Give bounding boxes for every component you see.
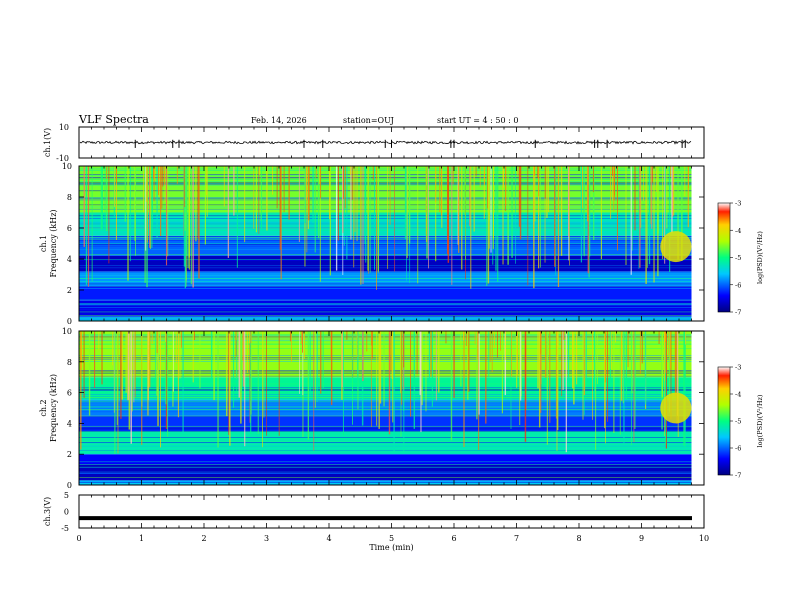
ch2-spectrogram-colorbar-tick-label: -6 — [735, 445, 741, 453]
ch1-spectrogram-colorbar-tick-label: -7 — [735, 309, 741, 317]
ch1-spectrogram-band — [79, 255, 692, 272]
ch1-spectrogram-colorbar — [717, 202, 731, 313]
x-tick-label: 0 — [76, 534, 81, 543]
ch1-spectrogram-band — [79, 271, 692, 287]
ch2-spectrogram-colorbar-tick-label: -4 — [735, 391, 741, 399]
ch2-spectrogram-nodata — [691, 331, 704, 485]
ch1-spectrogram-ytick-label: 10 — [62, 162, 72, 171]
ch2-spectrogram-band — [79, 464, 692, 481]
x-tick-label: 4 — [326, 534, 331, 543]
ch1-spectrogram-colorbar-tick-label: -6 — [735, 281, 741, 289]
x-tick-label: 8 — [576, 534, 581, 543]
ch1-spectrogram-band — [79, 300, 692, 317]
x-tick-label: 3 — [264, 534, 269, 543]
ch2-spectrogram-ytick-label: 10 — [62, 327, 72, 336]
ch2-spectrogram-ytick-label: 6 — [67, 389, 72, 398]
ch1-spectrogram-band — [79, 316, 692, 321]
ch2-spectrogram-band — [79, 480, 692, 485]
start-time-label: start UT = 4 : 50 : 0 — [437, 116, 519, 125]
x-tick-label: 6 — [451, 534, 456, 543]
ch2-spectrogram-band — [79, 415, 692, 432]
ch2-spectrogram-ytick-label: 2 — [67, 450, 72, 459]
ch1-spectrogram-band — [79, 286, 692, 301]
ch3-ytick-label: 0 — [64, 508, 69, 517]
x-tick-label: 7 — [514, 534, 519, 543]
ch1-spectrogram-ytick-label: 2 — [67, 286, 72, 295]
x-tick-label: 10 — [699, 534, 709, 543]
ch2-spectrogram-colorbar-tick-label: -7 — [735, 472, 741, 480]
ch2-spectrogram-colorbar — [717, 366, 731, 476]
ch2-spectrogram-ylabel-frequency: Frequency (kHz) — [49, 374, 58, 442]
ch1-spectrogram-colorbar-tick-label: -5 — [735, 254, 741, 262]
ch1-spectrogram-ylabel-channel: ch.1 — [39, 235, 48, 252]
station-label: station=OUJ — [343, 116, 394, 125]
x-tick-label: 2 — [201, 534, 206, 543]
ch3-ytick-label: -5 — [61, 524, 69, 533]
ch1-spectrogram-colorbar-tick-label: -3 — [735, 200, 741, 208]
ch2-spectrogram-ytick-label: 4 — [67, 419, 72, 428]
ch2-spectrogram-ytick-label: 8 — [67, 358, 72, 367]
ch3-ytick-label: 5 — [64, 491, 69, 500]
ch1-spectrogram-colorbar-tick-label: -4 — [735, 227, 741, 235]
ch2-spectrogram-ylabel-channel: ch.2 — [39, 399, 48, 416]
x-tick-label: 1 — [139, 534, 144, 543]
x-tick-label: 9 — [639, 534, 644, 543]
ch2-spectrogram-colorbar-label: log(PSD)(V²/Hz) — [756, 394, 764, 447]
ch2-spectrogram-chorus-event — [660, 392, 692, 424]
x-axis-label: Time (min) — [369, 543, 413, 552]
ch1-spectrogram-ytick-label: 8 — [67, 193, 72, 202]
ch1-spectrogram-ylabel-frequency: Frequency (kHz) — [49, 209, 58, 277]
figure-title: VLF Spectra — [79, 113, 149, 126]
ch2-spectrogram-colorbar-tick-label: -5 — [735, 418, 741, 426]
ch1-ytick-label: 10 — [59, 123, 69, 132]
ch1-spectrogram-nodata — [691, 166, 704, 321]
ch2-spectrogram-colorbar-tick-label: -3 — [735, 364, 741, 372]
date-label: Feb. 14, 2026 — [251, 116, 307, 125]
ch3-ylabel: ch.3(V) — [43, 497, 52, 526]
ch1-spectrogram-ytick-label: 0 — [67, 317, 72, 326]
ch1-spectrogram-colorbar-label: log(PSD)(V²/Hz) — [756, 231, 764, 284]
ch1-ytick-label: -10 — [56, 154, 69, 163]
ch2-spectrogram-band — [79, 400, 692, 416]
ch2-spectrogram-band — [79, 454, 692, 465]
ch1-ylabel: ch.1(V) — [43, 128, 52, 157]
ch1-spectrogram-ytick-label: 4 — [67, 255, 72, 264]
ch1-spectrogram-ytick-label: 6 — [67, 224, 72, 233]
ch2-spectrogram-ytick-label: 0 — [67, 481, 72, 490]
ch1-spectrogram-band — [79, 166, 692, 213]
ch1-spectrogram-chorus-event — [660, 231, 692, 263]
x-tick-label: 5 — [389, 534, 394, 543]
